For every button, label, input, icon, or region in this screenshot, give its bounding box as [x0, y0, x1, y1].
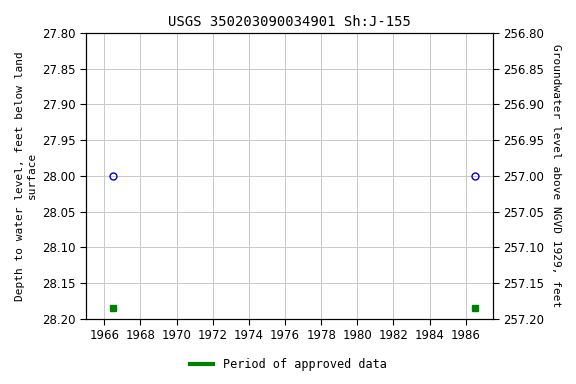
Legend: Period of approved data: Period of approved data — [185, 354, 391, 376]
Title: USGS 350203090034901 Sh:J-155: USGS 350203090034901 Sh:J-155 — [168, 15, 411, 29]
Y-axis label: Groundwater level above NGVD 1929, feet: Groundwater level above NGVD 1929, feet — [551, 44, 561, 308]
Y-axis label: Depth to water level, feet below land
surface: Depth to water level, feet below land su… — [15, 51, 37, 301]
